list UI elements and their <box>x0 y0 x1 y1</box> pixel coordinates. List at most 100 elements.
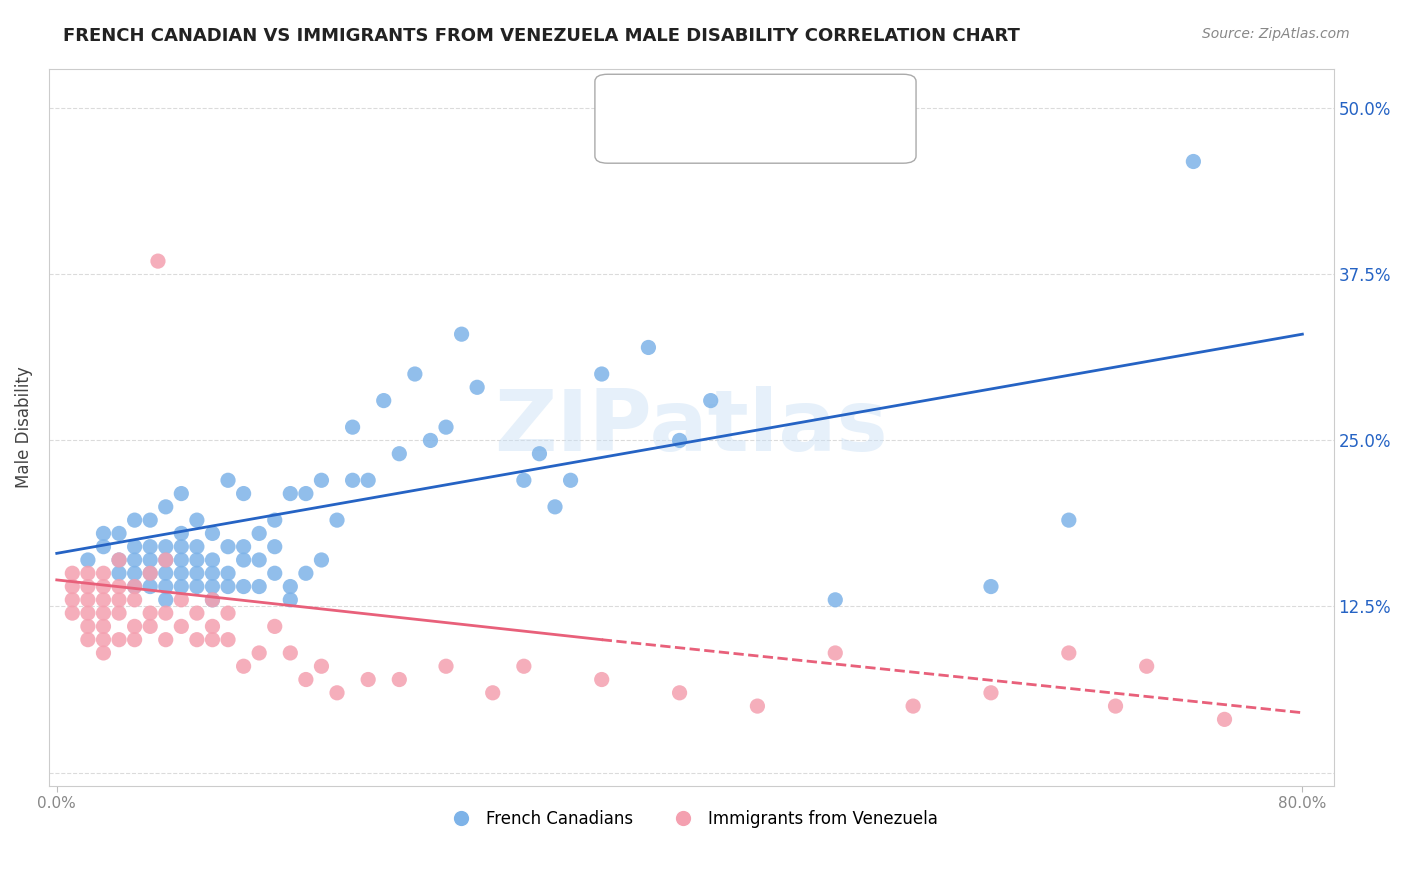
Point <box>217 632 239 647</box>
Point <box>77 580 100 594</box>
Point <box>155 540 177 554</box>
Point <box>481 686 503 700</box>
Point <box>232 553 254 567</box>
Point <box>77 632 100 647</box>
Point <box>278 646 301 660</box>
Point <box>155 606 177 620</box>
Point <box>186 513 208 527</box>
Point <box>278 486 301 500</box>
Point <box>139 566 162 581</box>
Point <box>201 580 224 594</box>
Point <box>201 553 224 567</box>
Point <box>232 540 254 554</box>
Point <box>513 473 536 487</box>
Point <box>901 699 924 714</box>
Point <box>170 566 193 581</box>
Point <box>1104 699 1126 714</box>
Point <box>139 513 162 527</box>
Point <box>388 673 411 687</box>
Point <box>77 566 100 581</box>
Point <box>93 606 115 620</box>
Point <box>668 434 690 448</box>
Point <box>1182 154 1205 169</box>
Point <box>139 540 162 554</box>
Point <box>1136 659 1159 673</box>
Point <box>544 500 567 514</box>
Point <box>295 486 318 500</box>
Point <box>450 327 472 342</box>
Text: FRENCH CANADIAN VS IMMIGRANTS FROM VENEZUELA MALE DISABILITY CORRELATION CHART: FRENCH CANADIAN VS IMMIGRANTS FROM VENEZ… <box>63 27 1021 45</box>
FancyBboxPatch shape <box>595 74 917 163</box>
Point <box>186 566 208 581</box>
Point <box>77 553 100 567</box>
Point <box>263 566 285 581</box>
Point <box>93 540 115 554</box>
Point <box>1057 513 1080 527</box>
Point <box>124 513 146 527</box>
Point <box>278 580 301 594</box>
Point <box>247 553 270 567</box>
Point <box>170 592 193 607</box>
Point <box>155 500 177 514</box>
Point <box>699 393 721 408</box>
Point <box>124 540 146 554</box>
Point <box>170 553 193 567</box>
Point <box>155 632 177 647</box>
Point <box>93 632 115 647</box>
Point <box>217 566 239 581</box>
Point <box>232 580 254 594</box>
Point <box>60 606 83 620</box>
Point <box>124 580 146 594</box>
Point <box>170 580 193 594</box>
Point <box>108 632 131 647</box>
Point <box>980 580 1002 594</box>
Point <box>201 592 224 607</box>
Point <box>980 686 1002 700</box>
Point <box>170 540 193 554</box>
Point <box>108 566 131 581</box>
Point <box>170 619 193 633</box>
Point <box>170 486 193 500</box>
Point <box>278 592 301 607</box>
Point <box>465 380 488 394</box>
Point <box>77 606 100 620</box>
Point <box>326 686 349 700</box>
Point <box>139 606 162 620</box>
Point <box>186 606 208 620</box>
Text: Source: ZipAtlas.com: Source: ZipAtlas.com <box>1202 27 1350 41</box>
Point <box>217 473 239 487</box>
Point <box>60 580 83 594</box>
Point <box>93 619 115 633</box>
Point <box>77 619 100 633</box>
Point <box>201 526 224 541</box>
Point <box>295 673 318 687</box>
Point <box>155 553 177 567</box>
Point <box>186 540 208 554</box>
Point <box>93 566 115 581</box>
Point <box>201 566 224 581</box>
Point <box>357 673 380 687</box>
Point <box>217 580 239 594</box>
Point <box>342 473 364 487</box>
Point <box>108 606 131 620</box>
Point <box>201 592 224 607</box>
Point <box>93 646 115 660</box>
Point <box>388 447 411 461</box>
Point <box>108 526 131 541</box>
Point <box>591 367 613 381</box>
Point <box>1057 646 1080 660</box>
Point <box>217 606 239 620</box>
Point <box>108 592 131 607</box>
Point <box>108 580 131 594</box>
Point <box>60 566 83 581</box>
Point <box>155 592 177 607</box>
Point <box>263 540 285 554</box>
Point <box>155 580 177 594</box>
Point <box>139 553 162 567</box>
Point <box>560 473 582 487</box>
Point <box>155 566 177 581</box>
Point <box>419 434 441 448</box>
Point <box>342 420 364 434</box>
Point <box>93 526 115 541</box>
Point <box>186 632 208 647</box>
